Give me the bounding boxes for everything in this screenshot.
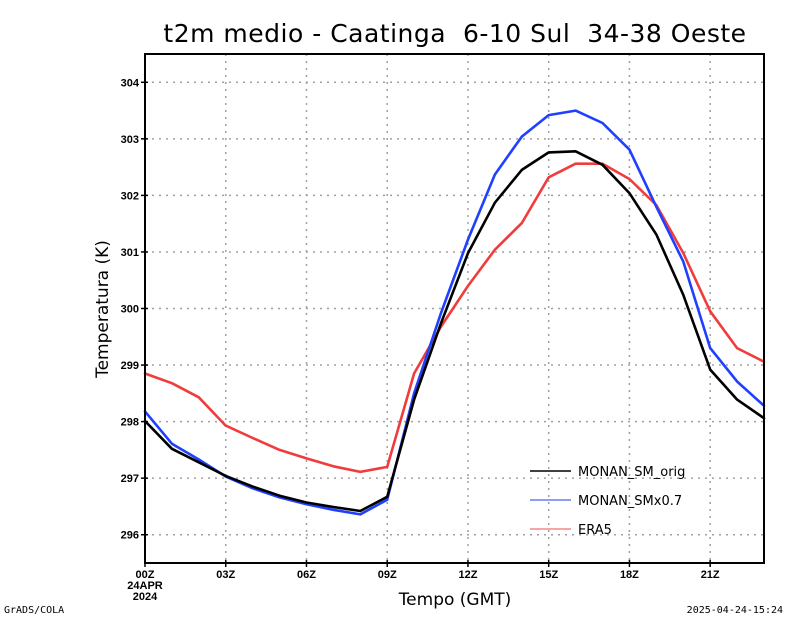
y-tick-label: 297 xyxy=(121,473,139,485)
footer-left: GrADS/COLA xyxy=(4,605,64,616)
series-line-monan-smx0-7 xyxy=(143,109,766,516)
chart-title: t2m medio - Caatinga 6-10 Sul 34-38 Oest… xyxy=(163,19,746,48)
footer-right: 2025-04-24-15:24 xyxy=(687,605,783,616)
legend-label: MONAN_SM_orig xyxy=(578,465,685,480)
legend: MONAN_SM_orig MONAN_SMx0.7 ERA5 xyxy=(530,465,685,538)
y-tick-label: 303 xyxy=(121,134,139,146)
x-tick-label: 18Z xyxy=(620,569,639,581)
x-tick-label: 09Z xyxy=(378,569,397,581)
legend-label: MONAN_SMx0.7 xyxy=(578,494,682,509)
y-tick-label: 299 xyxy=(121,360,139,372)
x-tick-label: 15Z xyxy=(539,569,558,581)
y-tick-label: 298 xyxy=(121,417,139,429)
y-tick-label: 300 xyxy=(121,304,139,316)
grid xyxy=(145,54,764,563)
series-line-monan-sm-orig xyxy=(143,150,766,513)
y-tick-label: 296 xyxy=(121,530,139,542)
series-line-era5 xyxy=(143,162,766,474)
x-axis-label: Tempo (GMT) xyxy=(398,590,512,610)
x-tick-label: 21Z xyxy=(701,569,720,581)
x-tick-sublabel: 2024 xyxy=(133,591,158,603)
x-tick-sublabel: 24APR xyxy=(127,580,163,592)
x-tick-label: 03Z xyxy=(216,569,235,581)
x-tick-label: 06Z xyxy=(297,569,316,581)
legend-label: ERA5 xyxy=(578,523,612,538)
y-tick-label: 302 xyxy=(121,190,139,202)
x-tick-label: 00Z xyxy=(136,569,155,581)
y-tick-label: 301 xyxy=(121,247,139,259)
series-layer xyxy=(143,109,766,516)
y-axis-label: Temperatura (K) xyxy=(93,240,113,379)
y-tick-label: 304 xyxy=(121,77,140,89)
x-tick-label: 12Z xyxy=(458,569,477,581)
